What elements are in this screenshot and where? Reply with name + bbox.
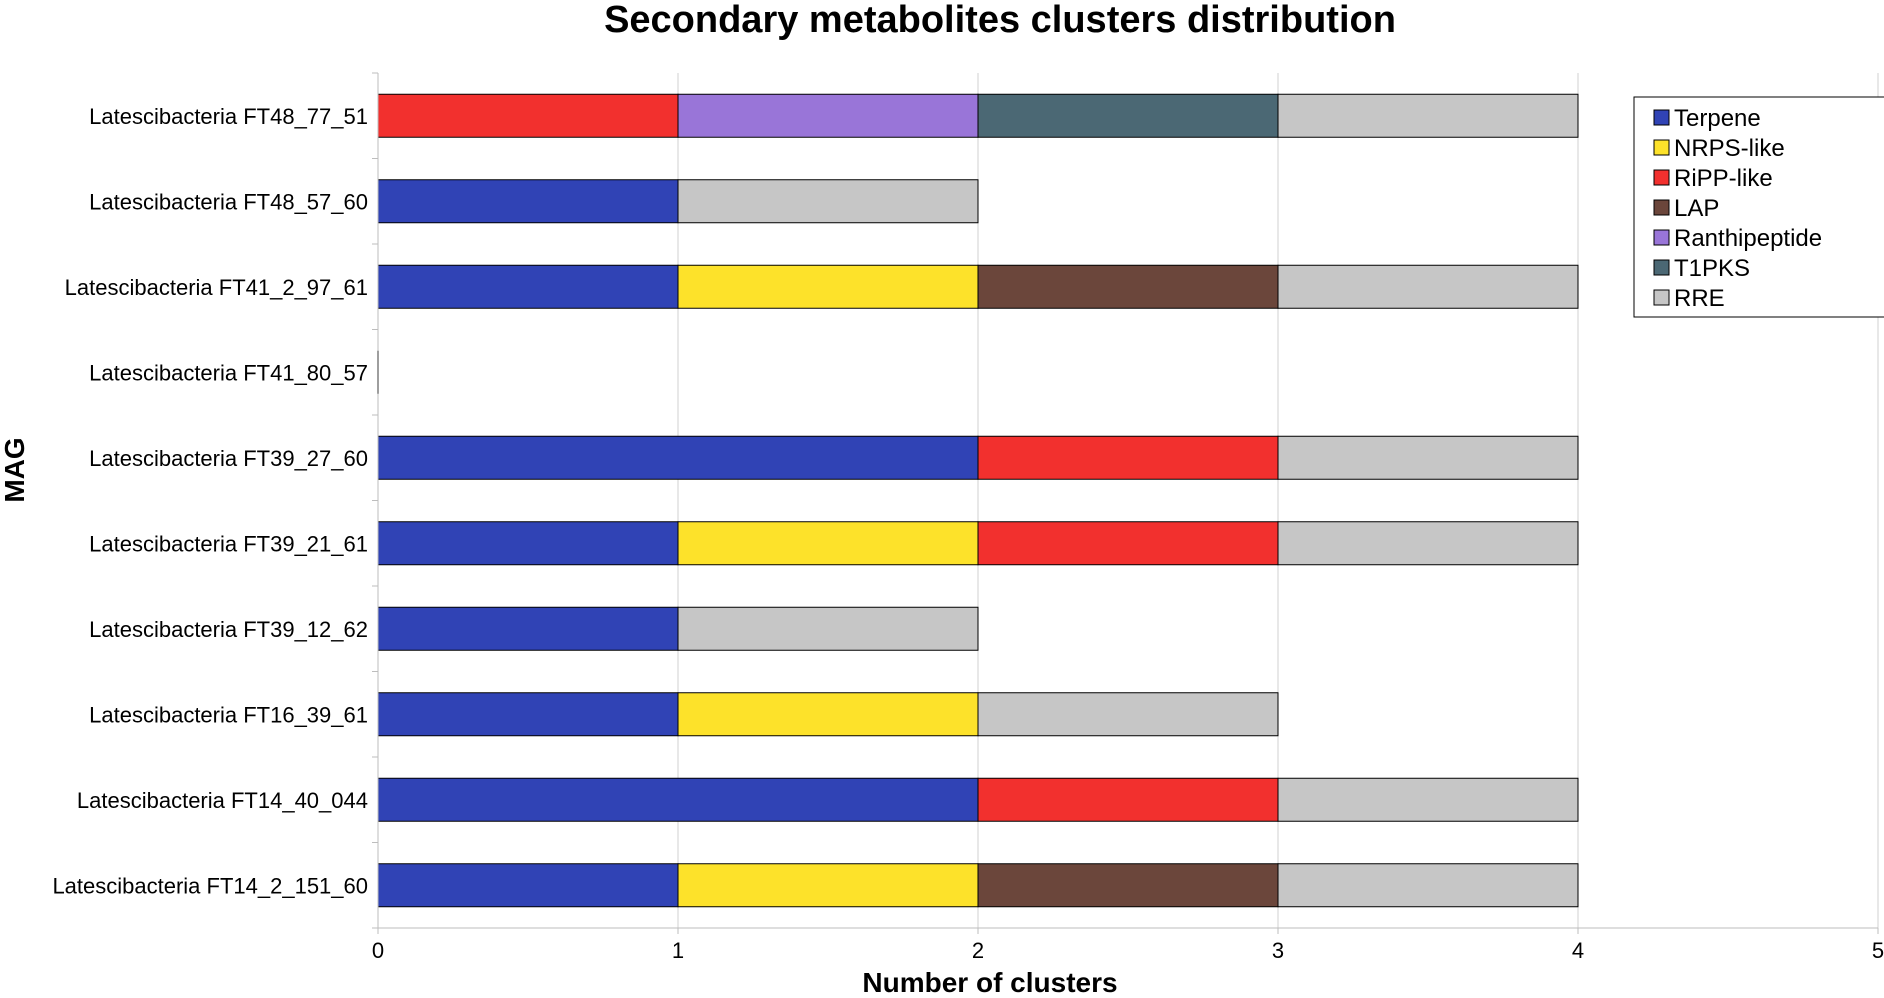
bar-5-terpene <box>377 521 679 566</box>
bar-7-terpene <box>377 692 679 737</box>
bar-2-nrps-like <box>677 264 979 309</box>
bar-9-rre <box>1277 863 1579 908</box>
bar-9-nrps-like <box>677 863 979 908</box>
bar-1-rre <box>677 179 979 224</box>
legend-label-terpene: Terpene <box>1674 105 1761 132</box>
category-label-7: Latescibacteria FT16_39_61 <box>89 702 368 727</box>
bar-6-terpene <box>377 606 679 651</box>
bar-0-rre <box>1277 93 1579 138</box>
legend-swatch-ranthipeptide <box>1653 229 1670 246</box>
x-tick-label-4: 4 <box>1572 938 1584 963</box>
bar-2-lap <box>977 264 1279 309</box>
category-labels: Latescibacteria FT48_77_51 Latescibacteri… <box>52 104 368 899</box>
bar-5-rre <box>1277 521 1579 566</box>
bar-7-nrps-like <box>677 692 979 737</box>
bar-8-rre <box>1277 777 1579 822</box>
legend-label-rre: RRE <box>1674 285 1725 312</box>
category-label-6: Latescibacteria FT39_12_62 <box>89 617 368 642</box>
bar-0-ranthipeptide <box>677 93 979 138</box>
legend-label-ripp-like: RiPP-like <box>1674 165 1773 192</box>
bar-8-ripp-like <box>977 777 1279 822</box>
bars <box>377 93 1579 908</box>
bar-7-rre <box>977 692 1279 737</box>
legend-label-ranthipeptide: Ranthipeptide <box>1674 225 1822 252</box>
category-label-9: Latescibacteria FT14_2_151_60 <box>52 873 368 898</box>
chart-title: Secondary metabolites clusters distribut… <box>604 0 1396 41</box>
bar-0-ripp-like <box>377 93 679 138</box>
category-label-8: Latescibacteria FT14_40_044 <box>77 788 368 813</box>
bar-4-rre <box>1277 435 1579 480</box>
x-tick-label-3: 3 <box>1272 938 1284 963</box>
category-label-2: Latescibacteria FT41_2_97_61 <box>65 275 368 300</box>
x-tick-label-0: 0 <box>372 938 384 963</box>
bar-4-ripp-like <box>977 435 1279 480</box>
bar-9-lap <box>977 863 1279 908</box>
category-label-4: Latescibacteria FT39_27_60 <box>89 446 368 471</box>
category-label-0: Latescibacteria FT48_77_51 <box>89 104 368 129</box>
x-tick-label-5: 5 <box>1872 938 1884 963</box>
bar-4-terpene <box>377 435 979 480</box>
bar-2-terpene <box>377 264 679 309</box>
category-label-3: Latescibacteria FT41_80_57 <box>89 360 368 385</box>
bar-2-rre <box>1277 264 1579 309</box>
bar-5-ripp-like <box>977 521 1279 566</box>
legend-swatch-ripp-like <box>1653 169 1670 186</box>
x-tick-label-2: 2 <box>972 938 984 963</box>
legend-label-t1pks: T1PKS <box>1674 255 1750 282</box>
category-label-1: Latescibacteria FT48_57_60 <box>89 189 368 214</box>
y-axis-title: MAG <box>0 437 30 502</box>
x-axis-title: Number of clusters <box>862 967 1117 998</box>
bar-6-rre <box>677 606 979 651</box>
x-tick-label-1: 1 <box>672 938 684 963</box>
legend-box <box>1633 96 1884 318</box>
legend-swatch-t1pks <box>1653 259 1670 276</box>
axes <box>372 72 1879 934</box>
bar-8-terpene <box>377 777 979 822</box>
category-label-5: Latescibacteria FT39_21_61 <box>89 531 368 556</box>
legend-swatch-terpene <box>1653 109 1670 126</box>
bar-0-t1pks <box>977 93 1279 138</box>
legend-label-lap: LAP <box>1674 195 1719 222</box>
bar-9-terpene <box>377 863 679 908</box>
x-tick-labels: 0 1 2 3 4 5 <box>372 938 1884 963</box>
legend-swatch-lap <box>1653 199 1670 216</box>
legend-swatch-nrps-like <box>1653 139 1670 156</box>
legend-label-nrps-like: NRPS-like <box>1674 135 1785 162</box>
legend-swatch-rre <box>1653 289 1670 306</box>
bar-5-nrps-like <box>677 521 979 566</box>
bar-1-terpene <box>377 179 679 224</box>
legend: Terpene NRPS-like RiPP-like LAP Ranthipeptid… <box>1633 96 1884 318</box>
